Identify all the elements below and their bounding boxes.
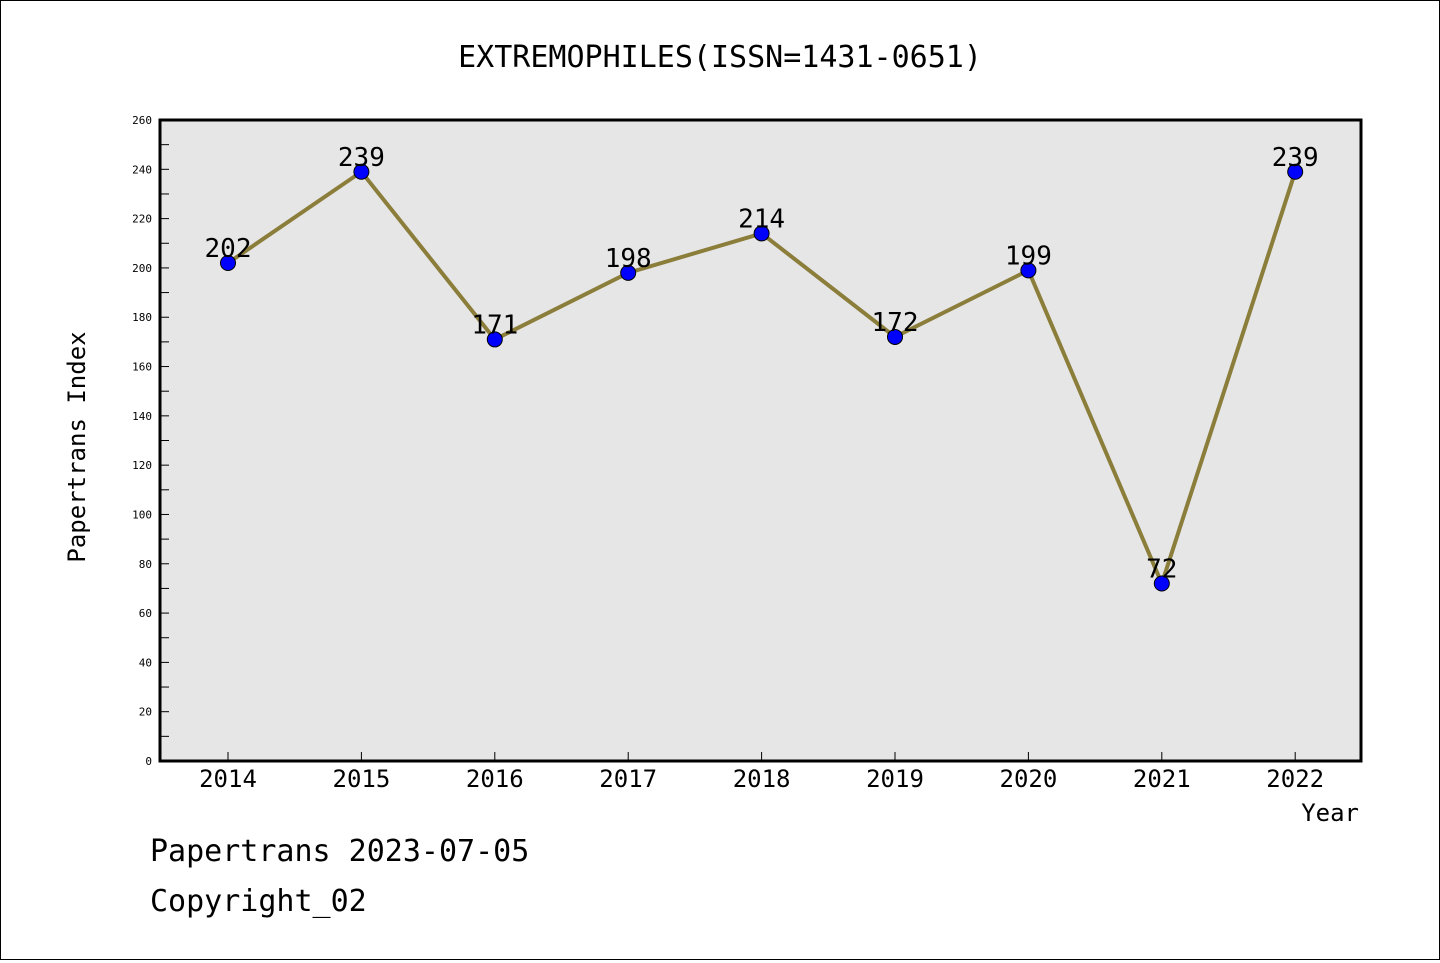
plot-border — [158, 118, 1363, 763]
data-point — [1287, 163, 1304, 180]
y-tick-label: 260 — [132, 114, 152, 127]
data-label: 239 — [1272, 143, 1319, 173]
data-point — [220, 254, 236, 271]
y-tick-label: 140 — [132, 410, 152, 423]
x-axis: 2014 2015 2016 2017 2018 2019 2020 2021 2022 — [199, 752, 1324, 793]
x-tick-label: 2020 — [1000, 765, 1058, 793]
x-tick-label: 2015 — [333, 765, 391, 793]
data-point — [887, 328, 903, 345]
y-tick-label: 40 — [139, 656, 152, 669]
y-tick-label: 0 — [145, 755, 152, 768]
x-tick-label: 2014 — [199, 765, 257, 793]
data-label: 199 — [1005, 241, 1052, 271]
series-markers — [220, 163, 1304, 592]
y-tick-label: 200 — [132, 262, 152, 275]
chart-title: EXTREMOPHILES(ISSN=1431-0651) — [458, 40, 982, 75]
x-tick-label: 2017 — [599, 765, 657, 793]
data-point — [1020, 262, 1037, 279]
data-point — [353, 163, 370, 180]
data-label: 72 — [1146, 554, 1177, 584]
data-point — [753, 225, 770, 242]
x-axis-label: Year — [1301, 799, 1359, 827]
y-tick-label: 160 — [132, 361, 152, 374]
y-axis-label: Papertrans Index — [63, 331, 91, 562]
x-tick-label: 2021 — [1133, 765, 1191, 793]
y-tick-label: 20 — [139, 706, 152, 719]
data-label: 172 — [872, 308, 919, 338]
data-label: 198 — [605, 244, 652, 274]
y-tick-label: 60 — [139, 607, 152, 620]
y-tick-label: 180 — [132, 311, 152, 324]
x-tick-label: 2016 — [466, 765, 524, 793]
footer-copyright-line: Copyright_02 — [150, 884, 367, 919]
y-tick-label: 220 — [132, 213, 152, 226]
data-point — [620, 264, 637, 281]
y-tick-label: 240 — [132, 163, 152, 176]
footer-source-line: Papertrans 2023-07-05 — [150, 834, 530, 869]
data-point — [1153, 575, 1170, 592]
x-tick-label: 2018 — [733, 765, 791, 793]
y-tick-label: 120 — [132, 459, 152, 472]
data-label: 171 — [471, 310, 518, 340]
y-tick-label: 80 — [139, 558, 152, 571]
data-label: 214 — [738, 204, 785, 234]
data-label: 239 — [338, 143, 385, 173]
data-labels: 202 239 171 198 214 172 199 72 239 — [205, 143, 1319, 585]
x-tick-label: 2019 — [866, 765, 924, 793]
x-tick-label: 2022 — [1266, 765, 1324, 793]
data-label: 202 — [205, 234, 252, 264]
data-point — [486, 331, 503, 348]
y-tick-label: 100 — [132, 508, 152, 521]
